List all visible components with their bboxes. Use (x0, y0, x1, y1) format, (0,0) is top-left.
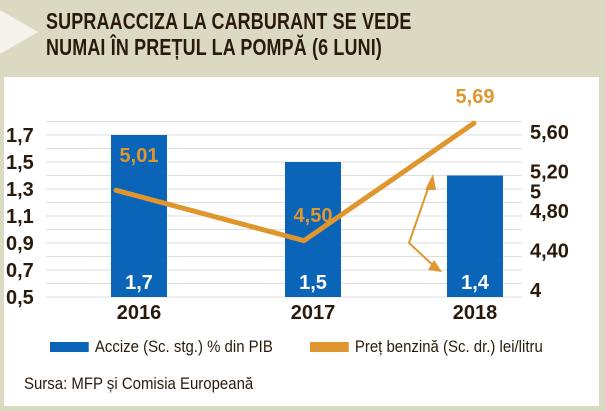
bar-value-label: 1,5 (299, 272, 327, 294)
bar-value-label: 1,4 (461, 272, 490, 294)
legend-label-bar: Accize (Sc. stg.) % din PIB (94, 337, 273, 356)
title-arrow-decoration (0, 10, 38, 54)
line-value-label: 5,69 (456, 86, 495, 108)
right-axis-tick: 5,60 (530, 122, 569, 144)
x-axis-label: 2017 (291, 302, 336, 324)
annotation-arrow (407, 174, 442, 272)
right-axis-tick: 4 (530, 280, 542, 302)
source-note: Sursa: MFP și Comisia Europeană (24, 374, 254, 393)
legend-label-line: Preț benzină (Sc. dr.) lei/litru (354, 337, 543, 356)
right-axis-tick: 4,40 (530, 241, 569, 263)
gridlines (46, 121, 522, 298)
line-value-label: 4,50 (294, 205, 333, 227)
x-axis-label: 2018 (453, 302, 498, 324)
legend-swatch-line (310, 342, 349, 352)
legend-item-line: Preț benzină (Sc. dr.) lei/litru (310, 337, 543, 357)
bar (111, 135, 167, 297)
left-axis-tick: 0,7 (6, 260, 34, 282)
arrowhead-down (428, 260, 442, 272)
left-axis-tick: 1,1 (6, 206, 34, 228)
title-line-2: NUMAI ÎN PREȚUL LA POMPĂ (6 LUNI) (46, 34, 383, 60)
bar-value-label: 1,7 (125, 272, 153, 294)
bar (447, 175, 503, 297)
left-axis-tick: 1,7 (6, 125, 34, 147)
left-axis-tick: 0,9 (6, 233, 34, 255)
line-value-label: 5,01 (120, 145, 159, 167)
left-axis-tick: 1,5 (6, 152, 34, 174)
title-line-1: SUPRAACCIZA LA CARBURANT SE VEDE (46, 8, 412, 34)
bars (111, 135, 503, 297)
left-axis-tick: 0,5 (6, 287, 34, 309)
right-axis-tick: 5 (530, 181, 541, 203)
right-axis-tick: 5,20 (530, 162, 569, 184)
right-axis-tick: 4,80 (530, 201, 569, 223)
arrowhead-up (425, 174, 436, 190)
legend-item-bar: Accize (Sc. stg.) % din PIB (50, 337, 273, 357)
price-line (113, 120, 477, 244)
chart-title: SUPRAACCIZA LA CARBURANT SE VEDE NUMAI Î… (46, 8, 411, 60)
x-axis-label: 2016 (117, 302, 162, 324)
bar (285, 162, 341, 297)
left-axis-tick: 1,3 (6, 179, 34, 201)
legend-swatch-bar (50, 342, 89, 352)
annotation-arrow-line (407, 179, 437, 269)
price-line-path (113, 120, 477, 244)
